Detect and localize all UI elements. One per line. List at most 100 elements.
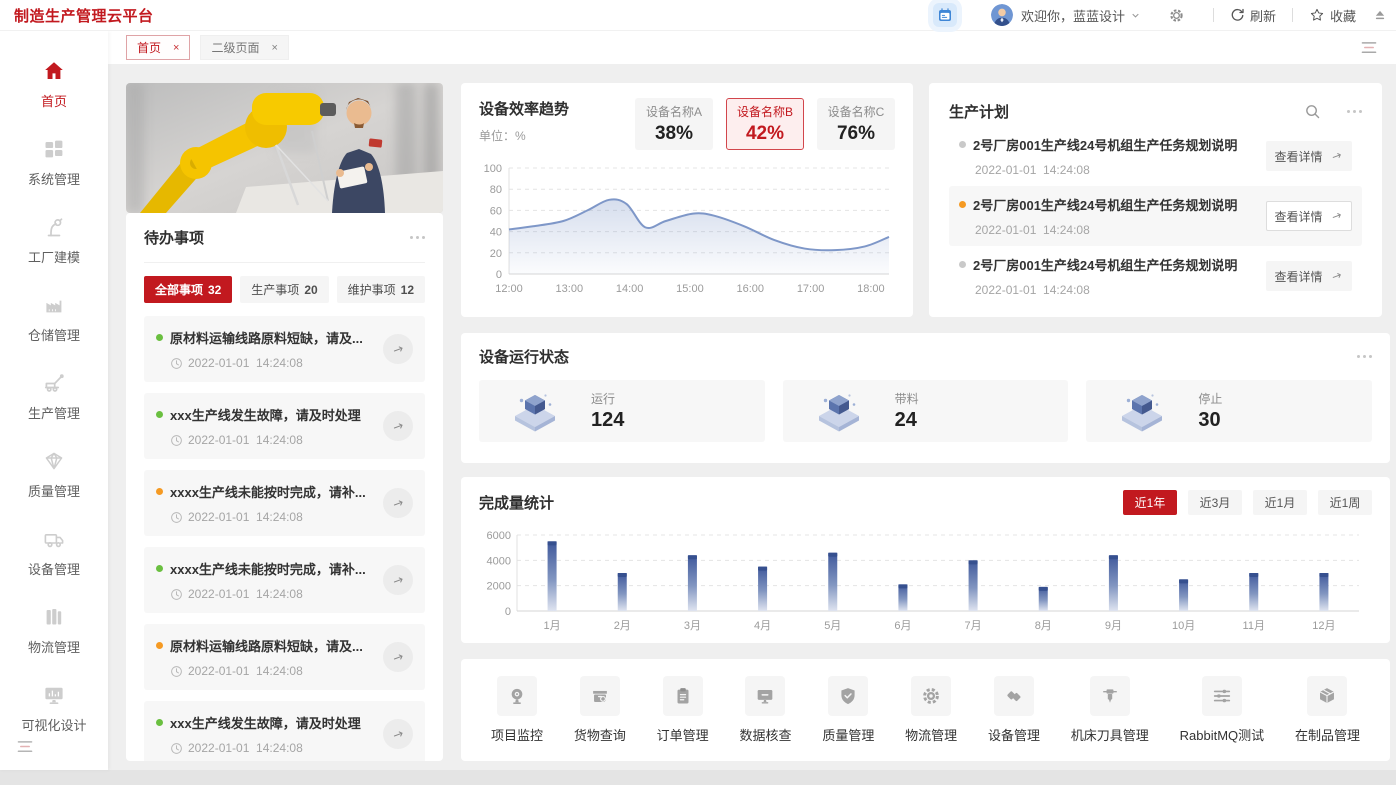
todo-tabs: 全部事项 32 生产事项 20 维护事项 12 (144, 276, 425, 303)
status-dot (156, 334, 163, 341)
search-icon[interactable] (1304, 103, 1321, 120)
user-avatar[interactable] (990, 4, 1013, 26)
tab-1[interactable]: 首页 × (126, 35, 191, 60)
favorite-button[interactable]: 收藏 (1309, 6, 1356, 25)
tab-menu-button[interactable] (1360, 40, 1378, 55)
sidebar-nav: 首页系统管理工厂建模仓储管理生产管理质量管理设备管理物流管理可视化设计 (0, 31, 108, 770)
todo-item-open-button[interactable] (383, 565, 413, 595)
view-detail-button[interactable]: 查看详情 (1266, 261, 1352, 291)
plan-item-text: 2号厂房001生产线24号机组生产任务规划说明 (973, 258, 1238, 273)
quick-item-4[interactable]: 数据核查 (739, 676, 792, 744)
user-dropdown[interactable]: 欢迎你，蓝蓝设计 (1021, 6, 1140, 25)
todo-item-open-button[interactable] (383, 488, 413, 518)
status-dot (156, 719, 163, 726)
status-value: 124 (591, 409, 625, 431)
quick-item-3[interactable]: 订单管理 (657, 676, 709, 744)
device-name: 设备名称C (827, 105, 885, 119)
quick-item-6[interactable]: 物流管理 (905, 676, 957, 744)
arrow-right-icon (393, 422, 403, 429)
todo-more-button[interactable] (410, 236, 425, 239)
view-detail-button[interactable]: 查看详情 (1266, 141, 1352, 171)
filter-1[interactable]: 近1年 (1123, 490, 1177, 515)
todo-item-text: xxx生产线发生故障，请及时处理 (170, 408, 361, 423)
status-title: 设备运行状态 (479, 349, 570, 366)
plan-list: 2号厂房001生产线24号机组生产任务规划说明 2022-01-01 14:24:… (949, 126, 1362, 306)
plan-item-time: 2022-01-01 14:24:08 (975, 163, 1090, 177)
view-detail-button[interactable]: 查看详情 (1266, 201, 1352, 231)
filter-2[interactable]: 近3月 (1188, 490, 1242, 515)
status-stat-2: 带料 24 (782, 380, 1069, 442)
device-badge-1[interactable]: 设备名称A 38% (635, 98, 713, 150)
clock-icon (171, 357, 182, 369)
quick-item-8[interactable]: 机床刀具管理 (1071, 676, 1149, 744)
sidebar-item-1[interactable]: 首页 (21, 59, 86, 110)
plan-more-button[interactable] (1347, 109, 1362, 113)
sidebar-item-8[interactable]: 物流管理 (21, 605, 86, 656)
device-value: 42% (745, 123, 785, 144)
sidebar-item-6[interactable]: 质量管理 (21, 449, 86, 500)
todo-tab-1[interactable]: 全部事项 32 (144, 276, 233, 303)
todo-item-open-button[interactable] (383, 411, 413, 441)
tab-2[interactable]: 二级页面 × (200, 35, 289, 60)
todo-tab-3[interactable]: 维护事项 12 (336, 276, 425, 303)
todo-item-time: 2022-01-01 14:24:08 (188, 664, 303, 678)
tab-close-icon[interactable]: × (271, 41, 278, 54)
sidebar-item-label: 系统管理 (27, 172, 80, 187)
quick-item-2[interactable]: 货物查询 (574, 676, 626, 744)
tab-close-icon[interactable]: × (173, 41, 180, 54)
filter-label: 近1年 (1134, 496, 1166, 510)
sidebar-item-9[interactable]: 可视化设计 (21, 683, 87, 734)
refresh-button[interactable]: 刷新 (1230, 6, 1276, 25)
efficiency-unit: 单位：% (479, 129, 526, 143)
todo-item-open-button[interactable] (383, 719, 413, 749)
device-status-panel: 设备运行状态 运行 124 带料 24 停止 30 (461, 333, 1390, 463)
quick-item-1[interactable]: 项目监控 (491, 676, 543, 744)
status-value: 24 (894, 409, 917, 431)
completion-bar-chart: 0 2000 4000 6000 1月 2月 3月 4月 5月 6月 7月 8月 9月 10月 11月 12月 (487, 530, 1359, 632)
production-plan-panel: 生产计划 2号厂房001生产线24号机组生产任务规划说明 2022-01-01 1… (929, 83, 1382, 317)
device-badge-3[interactable]: 设备名称C 76% (817, 98, 895, 150)
todo-item-open-button[interactable] (383, 642, 413, 672)
sidebar-item-4[interactable]: 仓储管理 (21, 293, 86, 344)
clock-icon (171, 742, 182, 754)
plan-item-text: 2号厂房001生产线24号机组生产任务规划说明 (973, 198, 1238, 213)
device-name: 设备名称B (736, 105, 793, 119)
settings-button[interactable] (1168, 7, 1185, 24)
status-dot (156, 488, 163, 495)
svg-text:9月: 9月 (1105, 620, 1122, 632)
arrow-right-icon (393, 576, 403, 583)
status-more-button[interactable] (1357, 355, 1372, 358)
svg-text:13:00: 13:00 (556, 283, 584, 295)
welcome-text: 欢迎你，蓝蓝设计 (1020, 8, 1125, 24)
quick-item-10[interactable]: 在制品管理 (1295, 676, 1360, 744)
sidebar-item-2[interactable]: 系统管理 (21, 137, 86, 188)
arrow-right-icon (1332, 273, 1341, 278)
sidebar-item-7[interactable]: 设备管理 (21, 527, 86, 578)
filter-3[interactable]: 近1月 (1253, 490, 1307, 515)
device-badge-2[interactable]: 设备名称B 42% (726, 98, 804, 150)
svg-text:10月: 10月 (1172, 620, 1195, 632)
factory-model-icon (47, 218, 63, 237)
todo-tab-count: 20 (304, 282, 318, 297)
todo-tab-2[interactable]: 生产事项 20 (240, 276, 329, 303)
quick-item-5[interactable]: 质量管理 (822, 676, 874, 744)
quick-item-9[interactable]: RabbitMQ测试 (1180, 676, 1264, 744)
arrow-right-icon (393, 345, 403, 352)
svg-text:17:00: 17:00 (797, 283, 825, 295)
tabs-container: 首页 × 二级页面 × (126, 35, 299, 60)
todo-tab-label: 全部事项 (154, 283, 203, 297)
sidebar-items: 首页系统管理工厂建模仓储管理生产管理质量管理设备管理物流管理可视化设计 (21, 59, 87, 761)
sidebar-collapse-button[interactable] (16, 739, 34, 754)
quick-item-7[interactable]: 设备管理 (988, 676, 1040, 744)
status-dot (959, 261, 966, 268)
status-row: 运行 124 带料 24 停止 30 (479, 380, 1373, 442)
calendar-button[interactable] (932, 3, 957, 27)
svg-text:12:00: 12:00 (495, 283, 523, 295)
todo-item-open-button[interactable] (383, 334, 413, 364)
filter-4[interactable]: 近1周 (1318, 490, 1372, 515)
collapse-header-button[interactable] (1374, 9, 1386, 21)
settings-gear-icon (1170, 8, 1183, 22)
sidebar-item-3[interactable]: 工厂建模 (21, 215, 86, 266)
sidebar-item-5[interactable]: 生产管理 (21, 371, 86, 422)
